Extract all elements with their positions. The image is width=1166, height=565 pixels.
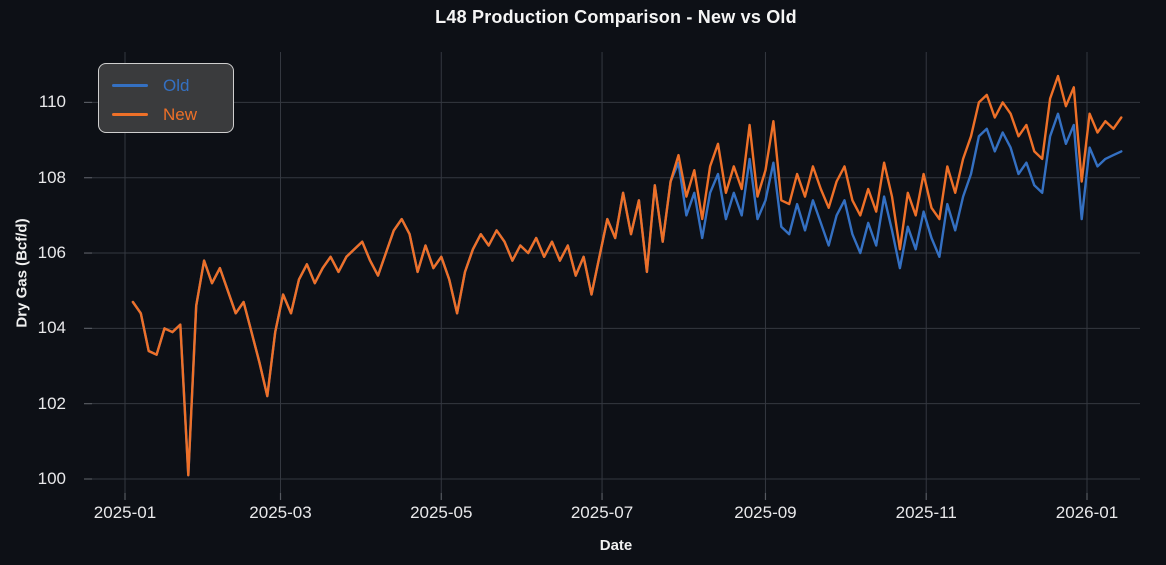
legend-label-new: New [163, 104, 198, 124]
y-tick-label: 100 [37, 469, 66, 488]
x-tick-label: 2025-01 [93, 503, 157, 522]
series-line-old [131, 112, 1123, 477]
y-tick-label: 108 [37, 167, 66, 187]
x-tick-label: 2025-05 [410, 503, 473, 522]
x-tick-label: 2025-09 [734, 503, 797, 522]
series-line-new [131, 74, 1123, 477]
x-tick-label: 2025-11 [895, 503, 957, 522]
new-line-swatch [112, 112, 148, 117]
x-tick-label: 2026-01 [1055, 503, 1119, 522]
legend-item-new: New [112, 100, 233, 129]
y-tick-label: 106 [37, 243, 66, 263]
x-tick-label: 2025-07 [570, 503, 634, 522]
legend-label-old: Old [163, 75, 190, 95]
y-tick-label: 110 [38, 92, 66, 112]
legend: Old New [98, 63, 234, 133]
legend-item-old: Old [112, 71, 233, 100]
x-axis-label: Date [599, 537, 633, 554]
y-tick-label: 104 [37, 318, 66, 338]
y-tick-label: 102 [37, 393, 66, 413]
chart-title: L48 Production Comparison - New vs Old [435, 7, 797, 27]
y-axis-label: Dry Gas (Bcf/d) [13, 218, 31, 328]
x-tick-label: 2025-03 [249, 503, 312, 522]
old-line-swatch [112, 83, 148, 88]
